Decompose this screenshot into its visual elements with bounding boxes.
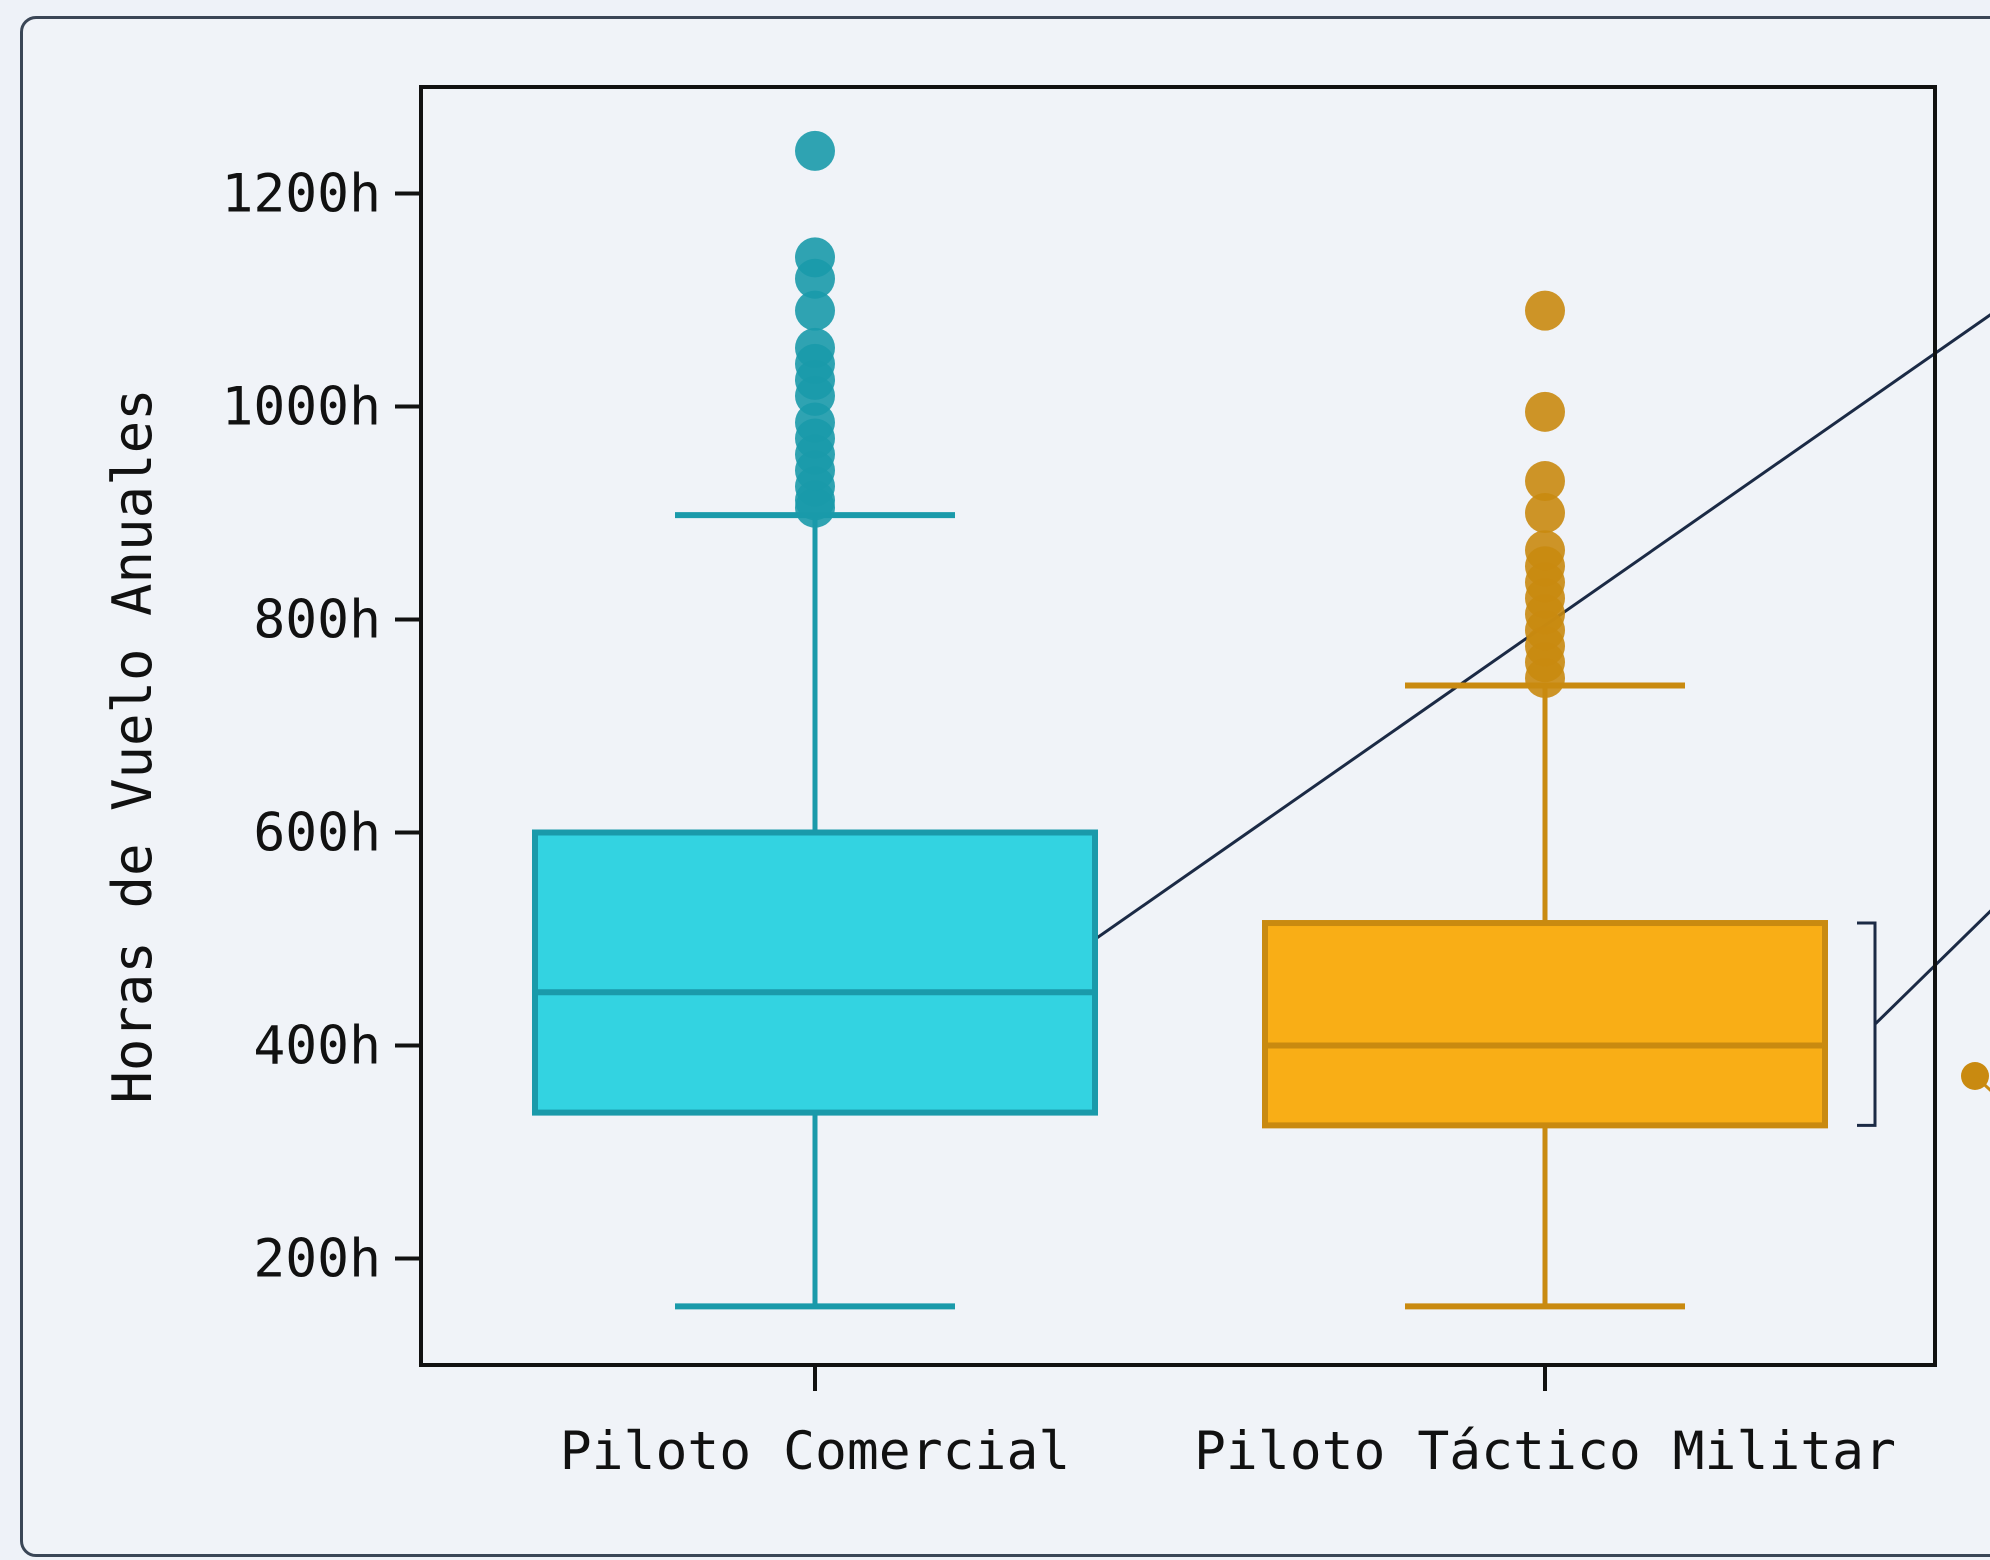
annotation-leader-line: [1873, 909, 1990, 1026]
outlier-point: [1525, 461, 1565, 502]
iqr-box: [532, 829, 1098, 1116]
outlier-point: [795, 130, 835, 171]
x-tick-label: Piloto Táctico Militar: [1194, 1421, 1896, 1482]
y-tick-label: 600h: [253, 803, 381, 864]
annotation-leader-line: [1018, 313, 1990, 994]
outlier-point: [1525, 391, 1565, 432]
y-axis: 200h 400h 600h 800h 1000h 1200h: [221, 164, 421, 1290]
plot-layer: [532, 130, 1828, 1310]
y-axis-title: Horas de Vuelo Anuales: [101, 388, 164, 1103]
x-tick-label: Piloto Comercial: [560, 1421, 1071, 1482]
outlier-point: [1525, 530, 1565, 571]
outlier-point: [795, 237, 835, 278]
iqr-box: [1262, 920, 1828, 1129]
annotation-leader-line: [1973, 1074, 1990, 1092]
boxplot-chart: 200h 400h 600h 800h 1000h 1200h Piloto Comerc…: [101, 85, 1990, 1482]
outlier-point: [1525, 493, 1565, 533]
box-group: [532, 130, 1098, 1310]
y-tick-label: 800h: [253, 590, 381, 651]
y-tick-label: 400h: [253, 1016, 381, 1077]
plot-area-border: [419, 85, 1937, 1367]
chart-frame: 200h 400h 600h 800h 1000h 1200h Piloto Comerc…: [20, 16, 1990, 1557]
annotation-bracket: [1857, 921, 1877, 1127]
x-axis: Piloto Comercial Piloto Táctico Militar: [560, 1365, 1896, 1482]
outlier-point: [795, 327, 835, 368]
box-group: [1262, 290, 1828, 1310]
outlier-point: [795, 290, 835, 331]
annotation-layer: [1018, 313, 1990, 1127]
y-tick-label: 1000h: [221, 377, 381, 438]
y-tick-label: 200h: [253, 1229, 381, 1290]
y-tick-label: 1200h: [221, 164, 381, 225]
outlier-point: [1525, 290, 1565, 331]
